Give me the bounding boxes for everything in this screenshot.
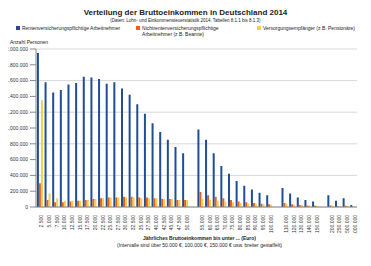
svg-text:32.500: 32.500 — [130, 215, 136, 231]
svg-text:95.000: 95.000 — [260, 215, 266, 231]
svg-text:10.000: 10.000 — [61, 215, 67, 231]
svg-text:1.600.000: 1.600.000 — [8, 77, 28, 83]
svg-text:600.000: 600.000 — [10, 156, 28, 162]
svg-text:250.000: 250.000 — [336, 215, 342, 233]
svg-text:150.000: 150.000 — [314, 215, 320, 233]
html-text:Anzahl Personen: Anzahl Personen — [10, 39, 49, 45]
svg-text:65.000: 65.000 — [214, 215, 220, 231]
html-text:Jährliches Bruttoeinkommen bis: Jährliches Bruttoeinkommen bis unter ...… — [143, 235, 256, 241]
svg-text:42.500: 42.500 — [161, 215, 167, 231]
svg-text:0: 0 — [25, 204, 28, 210]
svg-text:30.000: 30.000 — [122, 215, 128, 231]
svg-text:27.500: 27.500 — [115, 215, 121, 231]
svg-text:15.000: 15.000 — [77, 215, 83, 231]
html-text:Verteilung der Bruttoeinkommen: Verteilung der Bruttoeinkommen in Deutsc… — [83, 8, 288, 17]
svg-text:25.000: 25.000 — [107, 215, 113, 231]
svg-text:50.000: 50.000 — [184, 215, 190, 231]
svg-text:200.000: 200.000 — [10, 188, 28, 194]
svg-text:85.000: 85.000 — [245, 215, 251, 231]
svg-text:45.000: 45.000 — [168, 215, 174, 231]
svg-text:75.000: 75.000 — [229, 215, 235, 231]
svg-text:2.500: 2.500 — [38, 215, 44, 228]
svg-text:37.500: 37.500 — [145, 215, 151, 231]
svg-text:400.000: 400.000 — [10, 172, 28, 178]
html-text:Nichtrentenversicherungspflich: Nichtrentenversicherungspflichtige Arbei… — [142, 25, 219, 37]
svg-text:20.000: 20.000 — [92, 215, 98, 231]
svg-text:120.000: 120.000 — [291, 215, 297, 233]
svg-text:1.000.000: 1.000.000 — [352, 215, 358, 235]
svg-text:500.000: 500.000 — [344, 215, 350, 233]
svg-text:1.400.000: 1.400.000 — [8, 93, 28, 99]
svg-text:2.000.000: 2.000.000 — [8, 46, 28, 52]
svg-text:110.000: 110.000 — [283, 215, 289, 233]
svg-text:90.000: 90.000 — [252, 215, 258, 231]
svg-text:800.000: 800.000 — [10, 141, 28, 147]
svg-text:1.200.000: 1.200.000 — [8, 109, 28, 115]
html-text:(Daten: Lohn- und Einkommenste: (Daten: Lohn- und Einkommensteuerstatist… — [110, 18, 261, 23]
svg-text:1.800.000: 1.800.000 — [8, 62, 28, 68]
svg-text:47.500: 47.500 — [176, 215, 182, 231]
html-text:Rentenversicherungspflichtige: Rentenversicherungspflichtige Arbeitnehm… — [22, 25, 121, 31]
svg-text:80.000: 80.000 — [237, 215, 243, 231]
html-text:Versorgungsempfänger (z.B. Pen: Versorgungsempfänger (z.B. Pensionäre) — [263, 25, 355, 31]
svg-text:22.500: 22.500 — [100, 215, 106, 231]
svg-text:40.000: 40.000 — [153, 215, 159, 231]
svg-text:5.000: 5.000 — [46, 215, 52, 228]
svg-text:1.000.000: 1.000.000 — [8, 125, 28, 131]
svg-text:60.000: 60.000 — [207, 215, 213, 231]
svg-text:12.500: 12.500 — [69, 215, 75, 231]
svg-text:55.000: 55.000 — [199, 215, 205, 231]
svg-text:35.000: 35.000 — [138, 215, 144, 231]
svg-text:200.000: 200.000 — [329, 215, 335, 233]
svg-text:70.000: 70.000 — [222, 215, 228, 231]
svg-text:7.500: 7.500 — [54, 215, 60, 228]
svg-text:17.500: 17.500 — [84, 215, 90, 231]
html-text:(Intervalle sind über 50.000 €: (Intervalle sind über 50.000 €, 100.000 … — [117, 242, 282, 248]
svg-text:130.000: 130.000 — [298, 215, 304, 233]
svg-text:140.000: 140.000 — [306, 215, 312, 233]
svg-text:100.000: 100.000 — [268, 215, 274, 233]
